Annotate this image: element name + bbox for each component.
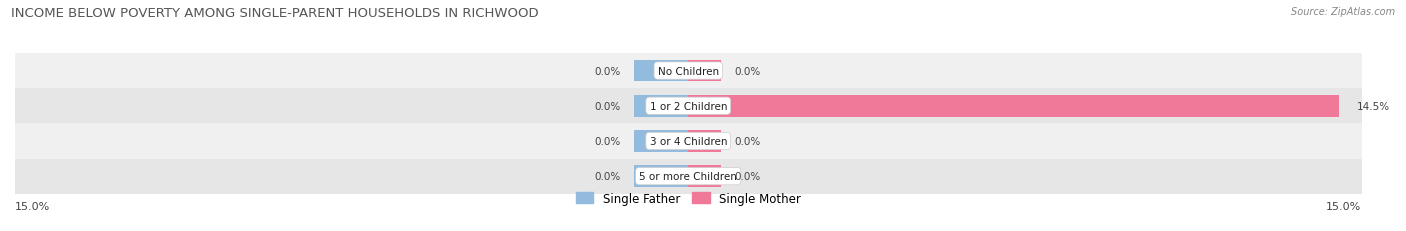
Bar [689, 95, 1339, 117]
Text: 0.0%: 0.0% [595, 136, 621, 146]
Text: 0.0%: 0.0% [595, 66, 621, 76]
Text: 14.5%: 14.5% [1357, 101, 1391, 111]
Bar [15, 89, 1361, 124]
Bar [634, 60, 689, 82]
Legend: Single Father, Single Mother: Single Father, Single Mother [571, 187, 806, 210]
Text: 15.0%: 15.0% [15, 202, 51, 212]
Text: INCOME BELOW POVERTY AMONG SINGLE-PARENT HOUSEHOLDS IN RICHWOOD: INCOME BELOW POVERTY AMONG SINGLE-PARENT… [11, 7, 538, 20]
Bar [689, 166, 720, 187]
Text: 0.0%: 0.0% [595, 171, 621, 181]
Bar [15, 124, 1361, 159]
Text: 15.0%: 15.0% [1326, 202, 1361, 212]
Text: 0.0%: 0.0% [734, 136, 761, 146]
Bar [15, 54, 1361, 89]
Text: 0.0%: 0.0% [734, 171, 761, 181]
Bar [15, 159, 1361, 194]
Text: Source: ZipAtlas.com: Source: ZipAtlas.com [1291, 7, 1395, 17]
Text: 0.0%: 0.0% [595, 101, 621, 111]
Text: 5 or more Children: 5 or more Children [640, 171, 737, 181]
Bar [634, 95, 689, 117]
Bar [634, 166, 689, 187]
Bar [689, 60, 720, 82]
Text: 0.0%: 0.0% [734, 66, 761, 76]
Bar [689, 131, 720, 152]
Text: 3 or 4 Children: 3 or 4 Children [650, 136, 727, 146]
Text: No Children: No Children [658, 66, 718, 76]
Bar [634, 131, 689, 152]
Text: 1 or 2 Children: 1 or 2 Children [650, 101, 727, 111]
